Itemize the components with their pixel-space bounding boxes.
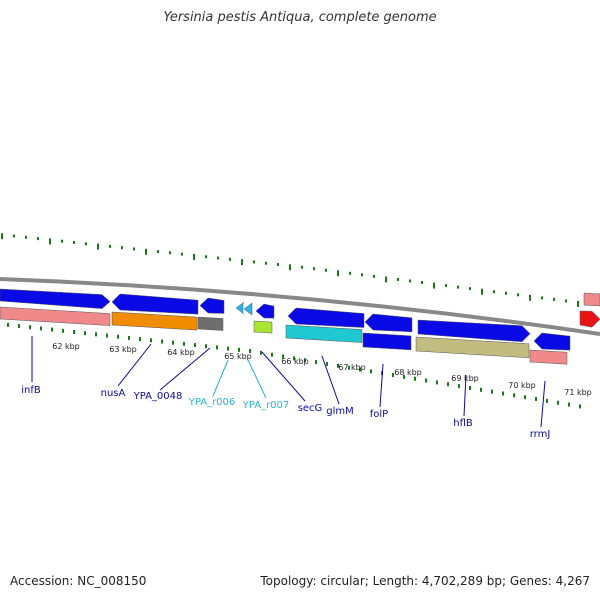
kbp-label: 71 kbp — [564, 388, 592, 397]
label-leader-line — [379, 363, 384, 408]
gene-feature — [583, 292, 600, 307]
gene-label: folP — [370, 409, 388, 420]
kbp-label: 69 kbp — [451, 374, 479, 383]
gene-label: YPA_r007 — [242, 400, 290, 411]
kbp-label: 70 kbp — [508, 381, 536, 390]
gene-label: secG — [298, 403, 323, 414]
gene-label: YPA_0048 — [133, 391, 183, 402]
map-title: Yersinia pestis Antiqua, complete genome — [163, 10, 437, 25]
gene-feature — [0, 306, 111, 326]
label-leader-line — [247, 359, 267, 399]
label-leader-line — [261, 351, 306, 402]
gene-feature — [243, 302, 253, 316]
gene-feature — [111, 293, 199, 315]
label-leader-line — [321, 355, 340, 405]
kbp-label: 68 kbp — [394, 368, 422, 377]
kbp-label: 67 kbp — [338, 363, 366, 372]
label-leader-line — [463, 374, 467, 417]
gene-feature — [529, 349, 568, 365]
gene-feature — [255, 303, 275, 319]
gene-label: rrmJ — [530, 429, 551, 440]
gene-label: infB — [21, 385, 41, 396]
gene-feature — [415, 336, 530, 359]
gene-feature — [533, 332, 571, 351]
gene-feature — [199, 297, 225, 314]
gene-feature — [235, 301, 245, 315]
genome-summary-text: Topology: circular; Length: 4,702,289 bp… — [260, 574, 590, 588]
kbp-label: 64 kbp — [167, 348, 195, 357]
kbp-label: 63 kbp — [109, 345, 137, 354]
gene-feature — [197, 316, 224, 331]
accession-text: Accession: NC_008150 — [10, 574, 147, 588]
gene-feature — [287, 307, 365, 328]
gene-feature — [111, 311, 198, 331]
gene-label: hflB — [453, 418, 473, 429]
kbp-label: 62 kbp — [52, 342, 80, 351]
gene-label: nusA — [101, 388, 126, 399]
gene-feature — [285, 324, 363, 343]
gene-label: YPA_r006 — [188, 397, 236, 408]
gene-feature — [364, 313, 413, 333]
label-leader-line — [212, 359, 229, 397]
label-leader-line — [117, 343, 152, 387]
kbp-label: 65 kbp — [224, 352, 252, 361]
label-leader-line — [159, 347, 211, 391]
gene-feature — [253, 320, 273, 334]
gene-label: glmM — [326, 406, 354, 417]
gene-feature — [579, 310, 600, 328]
gene-feature — [362, 332, 412, 351]
kbp-label: 66 kbp — [281, 357, 309, 366]
gene-feature — [417, 319, 531, 342]
gene-feature — [0, 288, 111, 309]
label-leader-line — [540, 380, 546, 428]
genome-backbone — [0, 277, 600, 336]
